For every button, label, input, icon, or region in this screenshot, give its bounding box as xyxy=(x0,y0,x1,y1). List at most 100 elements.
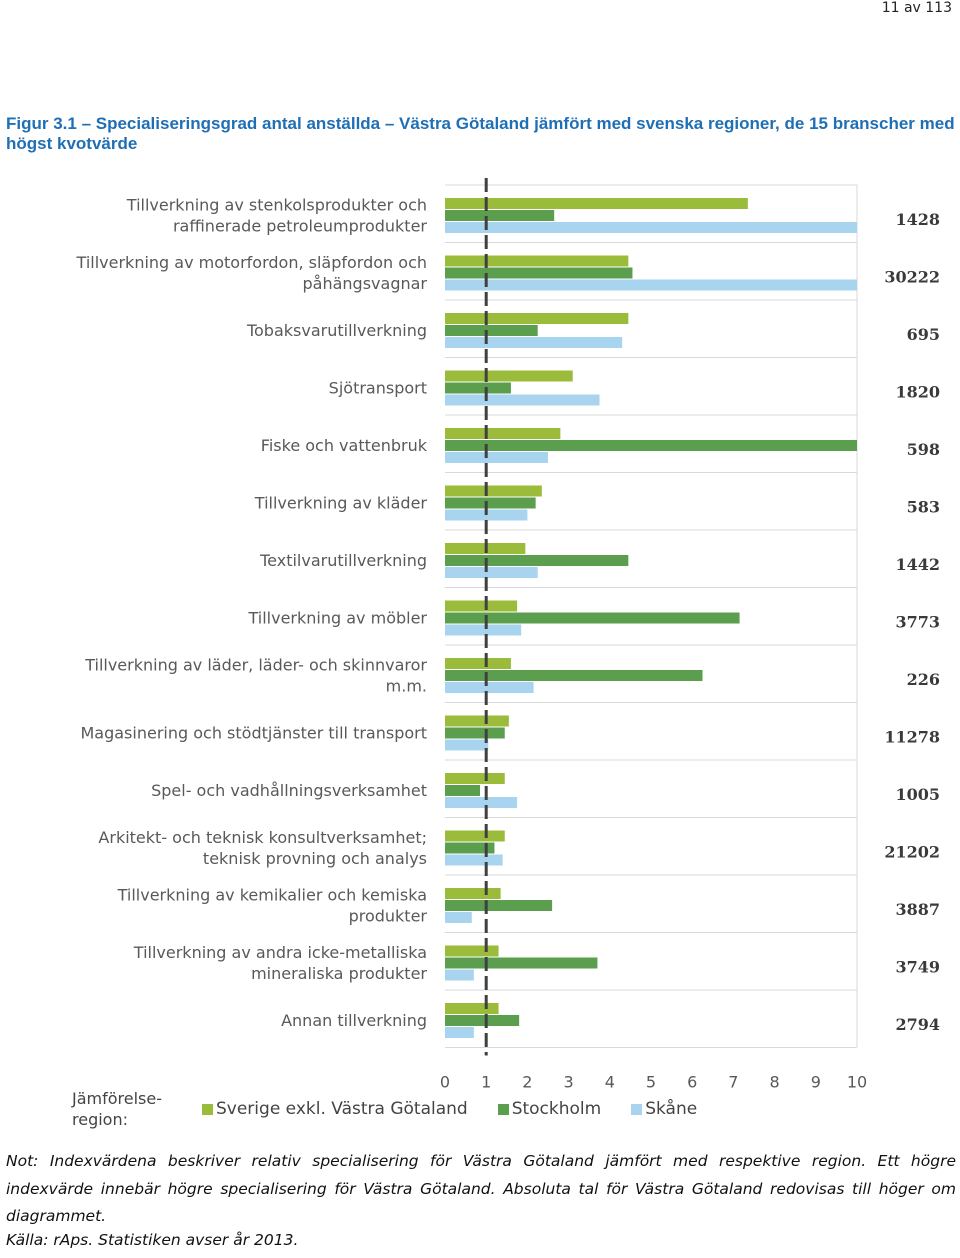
absolute-value-label: 1005 xyxy=(895,785,940,804)
bars xyxy=(445,198,857,1038)
category-label: Tillverkning av läder, läder- och skinnv… xyxy=(84,655,427,674)
category-label: Sjötransport xyxy=(329,378,427,397)
legend: Sverige exkl. Västra Götaland Stockholm … xyxy=(202,1099,727,1119)
bar-skåne xyxy=(445,222,857,233)
bar-skåne xyxy=(445,337,623,348)
legend-item-stockholm: Stockholm xyxy=(497,1099,602,1119)
bar-skåne xyxy=(445,739,489,751)
source-note: Källa: rAps. Statistiken avser år 2013. xyxy=(6,1231,299,1249)
absolute-value-label: 226 xyxy=(907,670,940,689)
absolute-value-label: 3749 xyxy=(895,957,940,976)
absolute-value-label: 1820 xyxy=(895,382,940,401)
bar-sverige-exkl-västra-götaland xyxy=(445,773,505,784)
bar-stockholm xyxy=(445,267,633,279)
bar-sverige-exkl-västra-götaland xyxy=(445,715,509,727)
x-tick-label: 7 xyxy=(728,1073,738,1091)
legend-swatch xyxy=(631,1103,643,1115)
bar-stockholm xyxy=(445,382,511,394)
category-label: produkter xyxy=(349,906,428,925)
bar-skåne xyxy=(445,969,474,981)
bar-sverige-exkl-västra-götaland xyxy=(445,1003,499,1014)
category-label: raffinerade petroleumprodukter xyxy=(173,216,427,235)
absolute-value-label: 3887 xyxy=(895,900,940,919)
legend-swatch xyxy=(497,1103,509,1115)
x-tick-label: 10 xyxy=(847,1073,867,1091)
bar-skåne xyxy=(445,1027,474,1038)
x-tick-label: 4 xyxy=(605,1073,615,1091)
absolute-value-label: 583 xyxy=(907,497,940,516)
category-label: Tillverkning av motorfordon, släpfordon … xyxy=(76,253,427,272)
category-label: teknisk provning och analys xyxy=(203,849,427,868)
bar-skåne xyxy=(445,682,534,693)
bar-skåne xyxy=(445,567,538,578)
absolute-value-label: 1442 xyxy=(895,555,940,574)
category-labels: Tillverkning av stenkolsprodukter och raf… xyxy=(76,195,428,1030)
legend-title-line: region: xyxy=(72,1110,128,1129)
bar-skåne xyxy=(445,279,857,291)
bar-sverige-exkl-västra-götaland xyxy=(445,888,501,899)
category-label: Annan tillverkning xyxy=(281,1011,427,1030)
bar-skåne xyxy=(445,394,600,406)
category-label: m.m. xyxy=(386,676,427,695)
bar-sverige-exkl-västra-götaland xyxy=(445,830,505,842)
category-label: Magasinering och stödtjänster till trans… xyxy=(80,723,427,742)
x-tick-label: 8 xyxy=(770,1073,780,1091)
bar-skåne xyxy=(445,797,518,808)
bar-stockholm xyxy=(445,555,629,566)
bar-skåne xyxy=(445,854,503,866)
legend-title-line: Jämförelse- xyxy=(72,1089,162,1108)
bar-sverige-exkl-västra-götaland xyxy=(445,255,629,267)
bar-sverige-exkl-västra-götaland xyxy=(445,370,573,382)
absolute-values: 1428 30222 695 1820 598 583 1442 3773 226 11278 10… xyxy=(884,210,940,1034)
category-label: mineraliska produkter xyxy=(251,964,427,983)
bar-chart: Tillverkning av stenkolsprodukter och raf… xyxy=(76,178,940,1091)
bar-stockholm xyxy=(445,325,538,336)
legend-label: Skåne xyxy=(645,1099,698,1119)
chart-note: Not: Indexvärdena beskriver relativ spec… xyxy=(6,1152,956,1225)
bar-sverige-exkl-västra-götaland xyxy=(445,658,511,669)
bar-stockholm xyxy=(445,842,495,854)
category-label: påhängsvagnar xyxy=(303,274,428,293)
absolute-value-label: 1428 xyxy=(895,210,940,229)
legend-label: Stockholm xyxy=(511,1099,602,1119)
bar-sverige-exkl-västra-götaland xyxy=(445,600,518,612)
absolute-value-label: 30222 xyxy=(884,267,940,286)
page-number: 11 av 113 xyxy=(881,0,952,16)
x-tick-label: 6 xyxy=(687,1073,697,1091)
bar-sverige-exkl-västra-götaland xyxy=(445,945,499,957)
legend-swatch xyxy=(202,1103,213,1115)
x-tick-label: 2 xyxy=(522,1073,532,1091)
category-label: Tillverkning av stenkolsprodukter och xyxy=(126,195,427,214)
category-label: Textilvarutillverkning xyxy=(259,551,427,570)
legend-label: Sverige exkl. Västra Götaland xyxy=(216,1099,468,1119)
bar-stockholm xyxy=(445,785,481,796)
category-label: Fiske och vattenbruk xyxy=(261,436,428,455)
category-label: Tillverkning av möbler xyxy=(248,608,428,627)
absolute-value-label: 21202 xyxy=(884,842,940,861)
grid-lines xyxy=(445,184,858,1048)
bar-skåne xyxy=(445,452,548,463)
category-label: Tillverkning av kläder xyxy=(254,493,428,512)
bar-stockholm xyxy=(445,670,703,681)
figure-title: Figur 3.1 – Specialiseringsgrad antal an… xyxy=(6,114,955,153)
bar-stockholm xyxy=(445,900,553,911)
bar-sverige-exkl-västra-götaland xyxy=(445,313,629,324)
bar-stockholm xyxy=(445,1015,520,1026)
absolute-value-label: 2794 xyxy=(895,1015,940,1034)
absolute-value-label: 11278 xyxy=(884,727,940,746)
absolute-value-label: 3773 xyxy=(895,612,940,631)
x-tick-label: 5 xyxy=(646,1073,656,1091)
absolute-value-label: 695 xyxy=(907,325,940,344)
x-tick-label: 0 xyxy=(440,1073,450,1091)
bar-stockholm xyxy=(445,440,857,451)
legend-item-skane: Skåne xyxy=(631,1099,697,1119)
category-label: Spel- och vadhållningsverksamhet xyxy=(151,781,427,800)
absolute-value-label: 598 xyxy=(907,440,940,459)
x-tick-label: 3 xyxy=(564,1073,574,1091)
x-tick-labels: 0 1 2 3 4 5 6 7 8 9 10 xyxy=(440,1073,867,1091)
bar-stockholm xyxy=(445,957,598,969)
bar-stockholm xyxy=(445,727,505,739)
category-label: Tillverkning av andra icke-metalliska xyxy=(133,943,427,962)
bar-sverige-exkl-västra-götaland xyxy=(445,198,748,209)
category-label: Tillverkning av kemikalier och kemiska xyxy=(117,885,427,904)
